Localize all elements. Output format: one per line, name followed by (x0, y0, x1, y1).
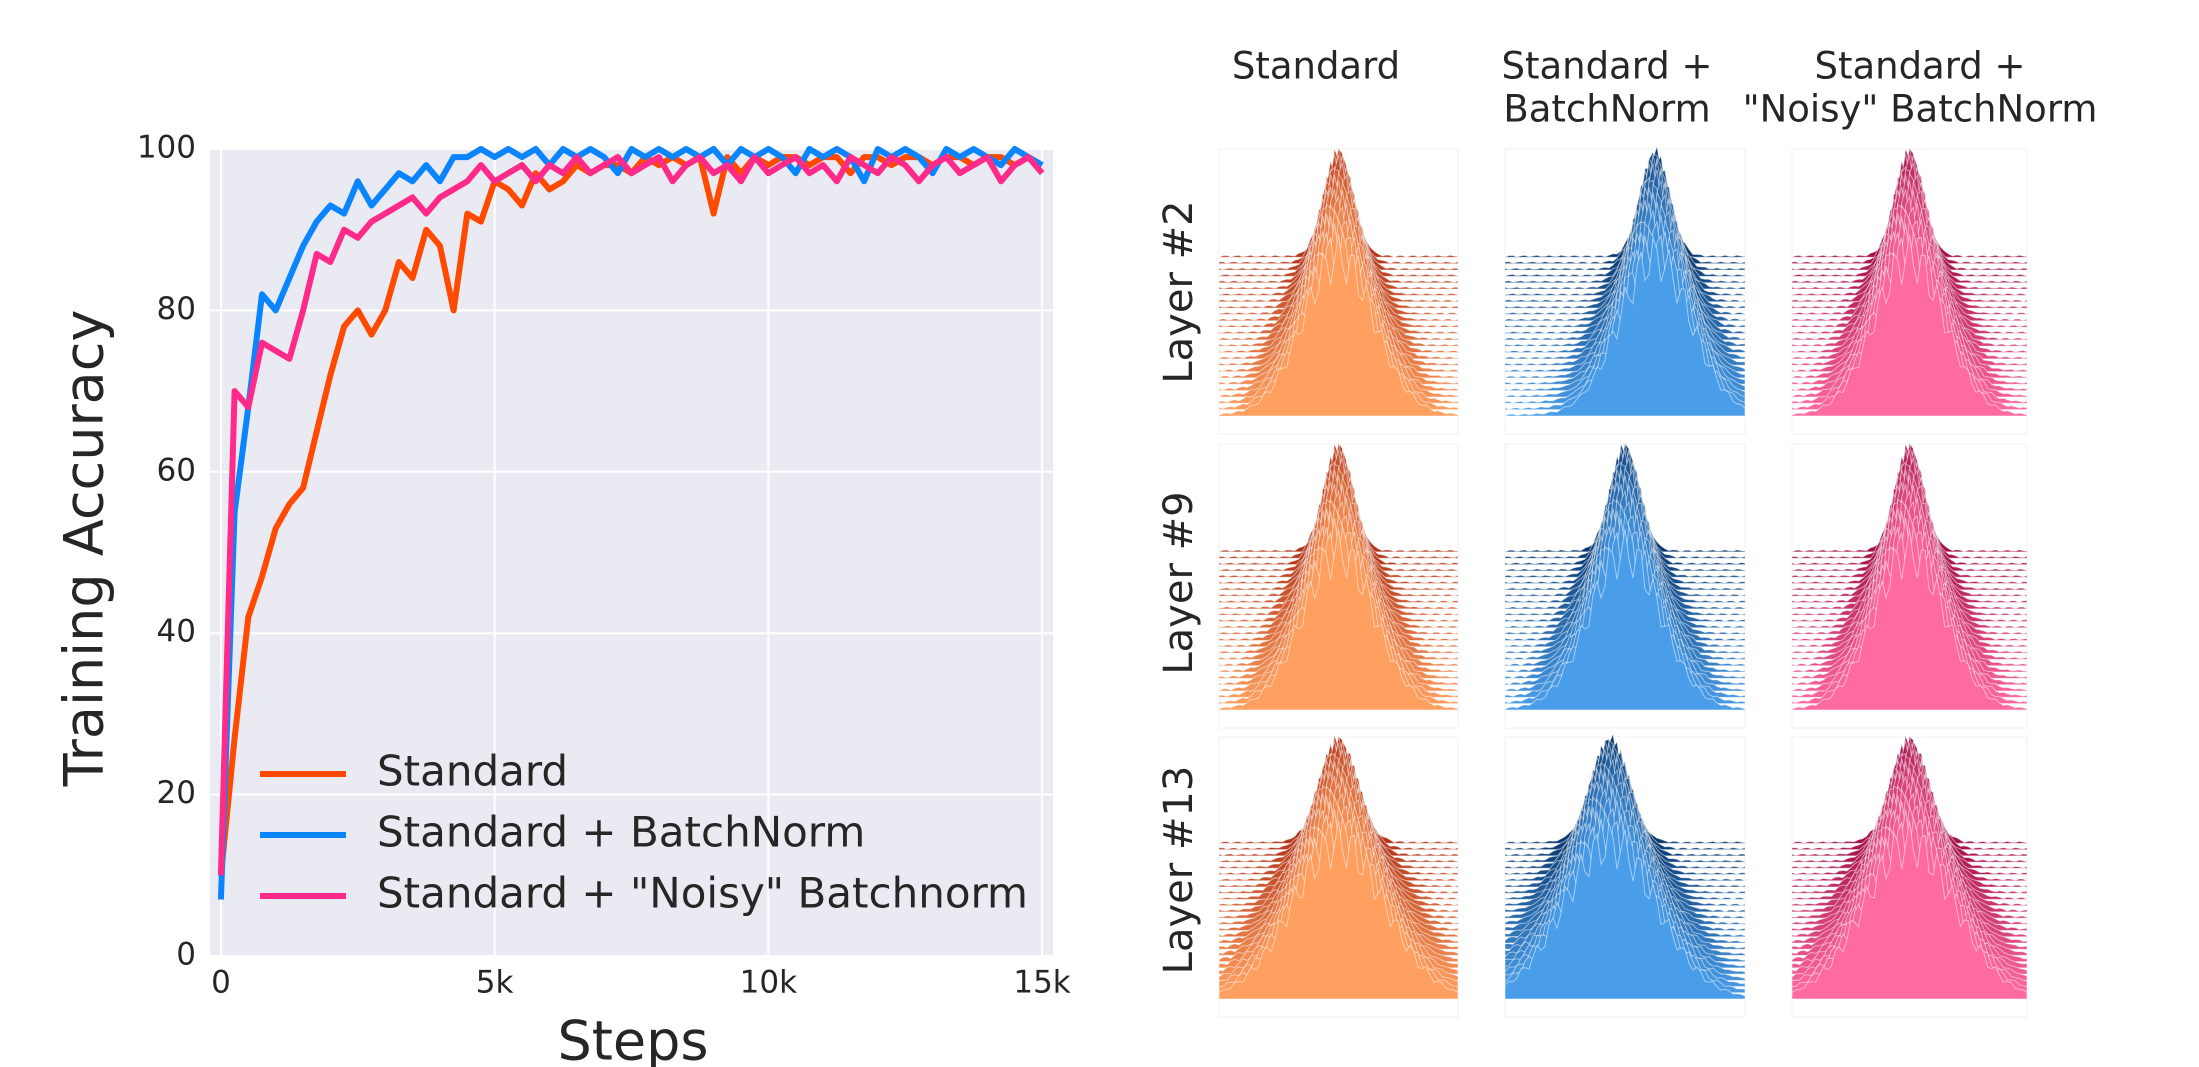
column-header: BatchNorm (1503, 88, 1710, 131)
ridge (1791, 528, 2028, 711)
legend-label: Standard (377, 747, 568, 796)
ridge (1504, 238, 1746, 417)
ridge-panel (1218, 147, 1459, 435)
ridge-panel (1504, 146, 1746, 435)
ridge (1791, 820, 2028, 1000)
plot-background (210, 149, 1053, 956)
legend-label: Standard + BatchNorm (377, 808, 865, 857)
ridge-panel (1504, 442, 1746, 729)
ridge-panel (1791, 735, 2028, 1018)
ridge (1218, 528, 1459, 711)
legend-label: Standard + "Noisy" Batchnorm (377, 869, 1028, 918)
ridge (1791, 234, 2028, 417)
ridge-panel (1791, 147, 2028, 435)
ridge (1218, 820, 1459, 1000)
series-line (217, 154, 1045, 876)
x-tick-label: 0 (211, 965, 231, 1001)
y-tick-label: 40 (157, 614, 196, 650)
x-tick-label: 5k (476, 965, 514, 1001)
y-tick-label: 0 (176, 937, 196, 973)
y-tick-label: 20 (157, 775, 196, 811)
ridge-panel (1218, 442, 1459, 729)
ridge-panel (1218, 735, 1459, 1018)
column-header: Standard + (1814, 45, 2025, 88)
column-header: Standard + (1501, 45, 1712, 88)
x-tick-label: 10k (740, 965, 797, 1001)
y-tick-label: 100 (137, 130, 196, 166)
row-label: Layer #9 (1156, 491, 1202, 674)
ridge-panel (1504, 732, 1746, 1018)
y-tick-label: 80 (157, 291, 196, 327)
ridge-panel (1791, 442, 2028, 729)
ridge (1218, 234, 1459, 417)
row-label: Layer #13 (1156, 766, 1202, 975)
ridge (1504, 528, 1746, 711)
row-label: Layer #2 (1156, 200, 1202, 383)
series-line (217, 146, 1044, 900)
x-axis-label: Steps (557, 1010, 708, 1067)
y-tick-label: 60 (157, 452, 196, 488)
column-header: Standard (1232, 45, 1400, 88)
x-tick-label: 15k (1013, 965, 1070, 1001)
ridge (1504, 822, 1746, 1000)
y-axis-label: Training Accuracy (53, 310, 116, 788)
column-header: "Noisy" BatchNorm (1743, 88, 2098, 131)
